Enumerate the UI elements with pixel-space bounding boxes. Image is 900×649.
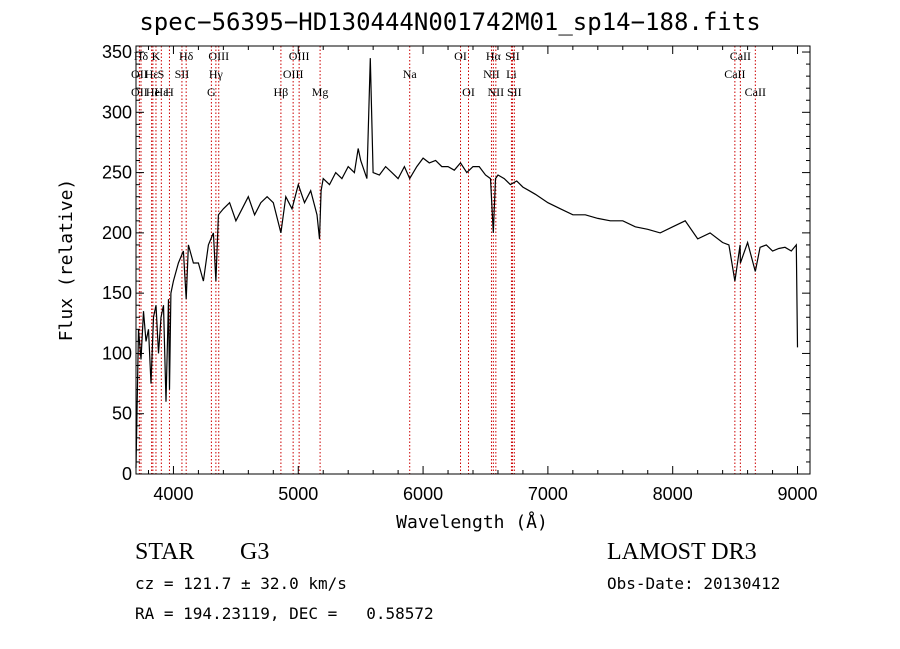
ra-dec: RA = 194.23119, DEC = 0.58572 <box>135 604 434 623</box>
line-label-18: Na <box>403 67 418 81</box>
line-label-17: Mg <box>312 85 329 99</box>
line-label-24: Li <box>506 67 517 81</box>
axis-ticks: 4000 5000 6000 7000 8000 9000 0 50 100 150 200 250 3… <box>102 42 818 504</box>
y-tick-label-5: 250 <box>102 163 132 183</box>
line-label-21: Hα <box>486 49 502 63</box>
y-tick-label-0: 0 <box>122 464 132 484</box>
line-label-5: Hε <box>154 85 168 99</box>
line-label-16: Hβ <box>274 85 289 99</box>
x-axis-label: Wavelength (Å) <box>396 511 548 533</box>
line-label-10: Hδ <box>179 49 194 63</box>
obs-date: Obs-Date: 20130412 <box>607 574 781 593</box>
line-label-27: CaII <box>730 49 751 63</box>
y-tick-label-1: 50 <box>112 404 132 424</box>
x-tick-label-2: 6000 <box>403 484 443 504</box>
line-label-9: H <box>165 85 174 99</box>
y-tick-label-6: 300 <box>102 102 132 122</box>
line-label-25: NII <box>488 85 505 99</box>
line-label-12: Hγ <box>209 67 224 81</box>
line-label-28: CaII <box>724 67 745 81</box>
line-label-11: OIII <box>208 49 229 63</box>
line-label-1: OII <box>131 67 148 81</box>
y-tick-label-4: 200 <box>102 223 132 243</box>
object-class: STAR <box>135 539 195 565</box>
x-tick-label-5: 9000 <box>777 484 817 504</box>
line-label-7: S <box>158 67 165 81</box>
line-label-6: He <box>146 85 160 99</box>
line-label-15: OIII <box>283 67 304 81</box>
x-tick-label-3: 7000 <box>528 484 568 504</box>
line-label-22: SII <box>505 49 520 63</box>
x-tick-label-1: 5000 <box>278 484 318 504</box>
x-tick-label-4: 8000 <box>653 484 693 504</box>
line-label-3: Hε <box>145 67 159 81</box>
y-tick-label-7: 350 <box>102 42 132 62</box>
chart-title: spec−56395−HD130444N001742M01_sp14−188.f… <box>139 8 761 36</box>
line-label-4: K <box>152 49 161 63</box>
line-label-13: G <box>207 85 216 99</box>
line-label-14: OIII <box>289 49 310 63</box>
survey-name: LAMOST DR3 <box>607 539 757 565</box>
line-label-26: SII <box>507 85 522 99</box>
spectrum-line <box>135 58 799 469</box>
line-label-23: NII <box>483 67 500 81</box>
line-label-20: OI <box>462 85 475 99</box>
x-tick-label-0: 4000 <box>153 484 193 504</box>
redshift-text: cz = 121.7 ± 32.0 km/s <box>135 574 347 593</box>
line-label-8: SII <box>175 67 190 81</box>
line-label-2: OII <box>131 85 148 99</box>
y-axis-label: Flux (relative) <box>56 179 77 342</box>
y-tick-label-2: 100 <box>102 343 132 363</box>
y-tick-label-3: 150 <box>102 283 132 303</box>
object-subclass: G3 <box>240 539 270 565</box>
line-label-29: CaII <box>745 85 766 99</box>
plot-frame <box>135 45 811 475</box>
emission-line-markers <box>138 46 756 474</box>
line-label-19: OI <box>454 49 467 63</box>
